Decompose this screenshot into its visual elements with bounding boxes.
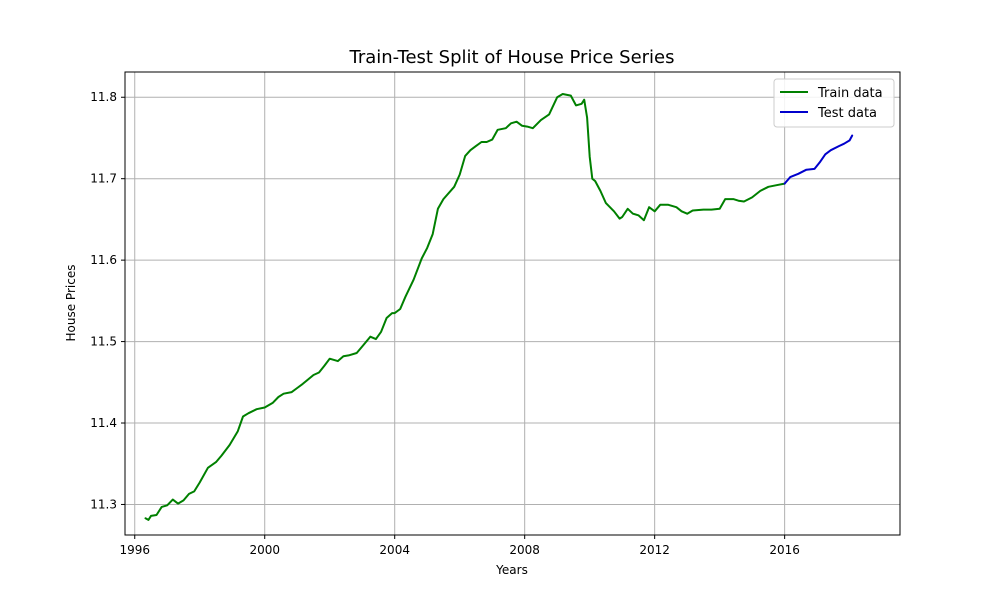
grid-lines — [125, 72, 900, 535]
y-tick-label: 11.7 — [90, 172, 117, 186]
y-tick-label: 11.8 — [90, 90, 117, 104]
chart-title: Train-Test Split of House Price Series — [348, 47, 674, 68]
legend-entry-label: Train data — [817, 86, 883, 101]
y-tick-label: 11.4 — [90, 416, 117, 430]
x-tick-label: 2008 — [509, 543, 540, 557]
y-tick-label: 11.6 — [90, 253, 117, 267]
x-tick-label: 2016 — [769, 543, 800, 557]
y-tick-label: 11.3 — [90, 497, 117, 511]
legend-entry-label: Test data — [817, 106, 877, 121]
y-tick-label: 11.5 — [90, 335, 117, 349]
legend: Train data Test data — [773, 78, 895, 128]
y-axis-title: House Prices — [64, 265, 78, 342]
x-tick-label: 2004 — [379, 543, 410, 557]
x-axis-ticks: 1996 2000 2004 2008 2012 2016 — [119, 535, 800, 557]
y-axis-ticks: 11.3 11.4 11.5 11.6 11.7 11.8 — [90, 90, 125, 511]
plot-area-frame — [124, 71, 901, 536]
x-tick-label: 2000 — [249, 543, 280, 557]
series-line-1 — [783, 134, 854, 185]
series-line-0 — [144, 93, 786, 521]
x-tick-label: 1996 — [119, 543, 150, 557]
x-tick-label: 2012 — [639, 543, 670, 557]
x-axis-title: Years — [495, 563, 528, 577]
series-lines — [144, 93, 854, 521]
